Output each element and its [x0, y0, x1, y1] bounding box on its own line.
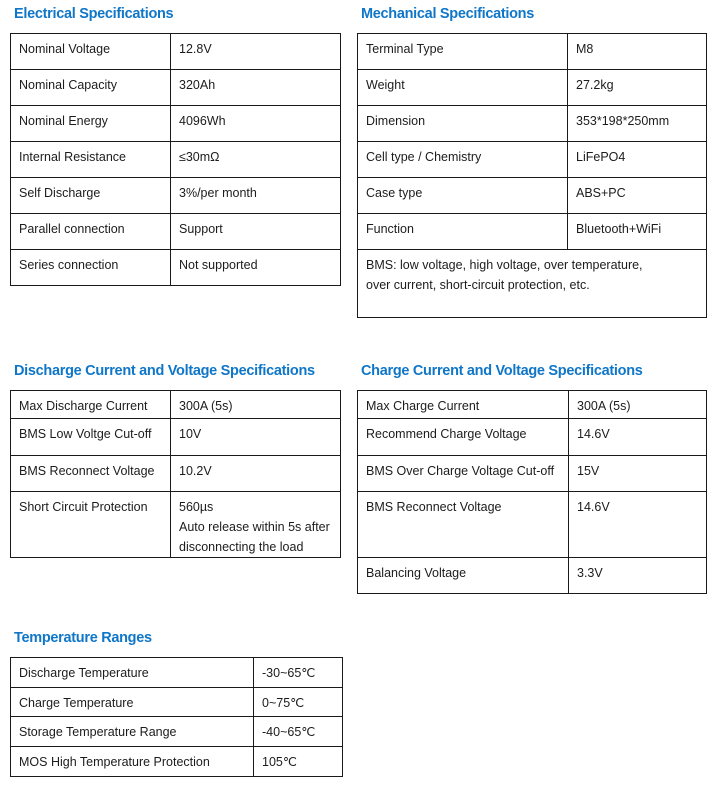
spec-value-cell: -40~65℃: [253, 716, 343, 747]
table-row: Short Circuit Protection 560µs Auto rele…: [10, 491, 341, 558]
spec-value-cell: 27.2kg: [567, 69, 707, 106]
table-row: Discharge Temperature -30~65℃: [10, 657, 343, 688]
table-row: Nominal Voltage 12.8V: [10, 33, 341, 70]
spec-value-cell: 320Ah: [170, 69, 341, 106]
spec-label-cell: Terminal Type: [357, 33, 568, 70]
spec-label-cell: BMS Low Voltge Cut-off: [10, 418, 171, 456]
table-row: Storage Temperature Range -40~65℃: [10, 716, 343, 747]
table-row: Terminal Type M8: [357, 33, 707, 70]
spec-label-cell: Self Discharge: [10, 177, 171, 214]
spec-value-cell: 560µs Auto release within 5s after disco…: [170, 491, 341, 558]
spec-label-cell: MOS High Temperature Protection: [10, 746, 254, 777]
electrical-spec-table: Nominal Voltage 12.8V Nominal Capacity 3…: [10, 33, 341, 286]
table-row: Function Bluetooth+WiFi: [357, 213, 707, 250]
spec-value-cell: -30~65℃: [253, 657, 343, 688]
section-discharge: Discharge Current and Voltage Specificat…: [10, 362, 341, 558]
spec-label-cell: Series connection: [10, 249, 171, 286]
section-title-mechanical: Mechanical Specifications: [361, 6, 535, 22]
table-row: Nominal Energy 4096Wh: [10, 105, 341, 142]
spec-value-cell: 15V: [568, 455, 707, 492]
table-row: Dimension 353*198*250mm: [357, 105, 707, 142]
spec-label-cell: Charge Temperature: [10, 687, 254, 717]
charge-spec-table: Max Charge Current 300A (5s) Recommend C…: [357, 390, 707, 594]
table-row-bms-note: BMS: low voltage, high voltage, over tem…: [357, 249, 707, 318]
table-row: Max Charge Current 300A (5s): [357, 390, 707, 419]
spec-value-cell: Bluetooth+WiFi: [567, 213, 707, 250]
spec-label-cell: Cell type / Chemistry: [357, 141, 568, 178]
table-row: Nominal Capacity 320Ah: [10, 69, 341, 106]
table-row: MOS High Temperature Protection 105℃: [10, 746, 343, 777]
spec-value-cell: 300A (5s): [170, 390, 341, 419]
spec-value-cell: ≤30mΩ: [170, 141, 341, 178]
table-row: Internal Resistance ≤30mΩ: [10, 141, 341, 178]
spec-label-cell: Weight: [357, 69, 568, 106]
section-mechanical: Mechanical Specifications Terminal Type …: [357, 5, 707, 318]
spec-label-cell: Case type: [357, 177, 568, 214]
spec-value-cell: 14.6V: [568, 418, 707, 456]
table-row: Weight 27.2kg: [357, 69, 707, 106]
spec-label-cell: Dimension: [357, 105, 568, 142]
spec-value-cell: 353*198*250mm: [567, 105, 707, 142]
spec-label-cell: Balancing Voltage: [357, 557, 569, 594]
table-row: Charge Temperature 0~75℃: [10, 687, 343, 717]
spec-value-cell: 14.6V: [568, 491, 707, 558]
spec-value-cell: 12.8V: [170, 33, 341, 70]
spec-label-cell: Nominal Voltage: [10, 33, 171, 70]
spec-value-cell: 105℃: [253, 746, 343, 777]
section-electrical: Electrical Specifications Nominal Voltag…: [10, 5, 341, 286]
discharge-spec-table: Max Discharge Current 300A (5s) BMS Low …: [10, 390, 341, 558]
spec-label-cell: Nominal Capacity: [10, 69, 171, 106]
spec-value-cell: 300A (5s): [568, 390, 707, 419]
spec-value-cell: 10V: [170, 418, 341, 456]
bms-protection-note: BMS: low voltage, high voltage, over tem…: [357, 249, 707, 318]
table-row: Self Discharge 3%/per month: [10, 177, 341, 214]
table-row: Case type ABS+PC: [357, 177, 707, 214]
spec-value-cell: 10.2V: [170, 455, 341, 492]
table-row: BMS Low Voltge Cut-off 10V: [10, 418, 341, 456]
spec-value-cell: 4096Wh: [170, 105, 341, 142]
spec-value-cell: Support: [170, 213, 341, 250]
spec-label-cell: BMS Over Charge Voltage Cut-off: [357, 455, 569, 492]
table-row: Series connection Not supported: [10, 249, 341, 286]
spec-value-cell: Not supported: [170, 249, 341, 286]
spec-value-cell: 0~75℃: [253, 687, 343, 717]
spec-label-cell: BMS Reconnect Voltage: [10, 455, 171, 492]
table-row: Parallel connection Support: [10, 213, 341, 250]
spec-label-cell: Function: [357, 213, 568, 250]
table-row: BMS Reconnect Voltage 10.2V: [10, 455, 341, 492]
section-title-electrical: Electrical Specifications: [14, 6, 174, 22]
spec-value-cell: 3.3V: [568, 557, 707, 594]
spec-value-cell: M8: [567, 33, 707, 70]
spec-label-cell: Parallel connection: [10, 213, 171, 250]
table-row: BMS Reconnect Voltage 14.6V: [357, 491, 707, 558]
section-charge: Charge Current and Voltage Specification…: [357, 362, 707, 594]
spec-label-cell: Max Discharge Current: [10, 390, 171, 419]
section-title-discharge: Discharge Current and Voltage Specificat…: [14, 363, 315, 379]
spec-label-cell: Max Charge Current: [357, 390, 569, 419]
section-title-temperature: Temperature Ranges: [14, 630, 152, 646]
spec-label-cell: Short Circuit Protection: [10, 491, 171, 558]
spec-label-cell: Internal Resistance: [10, 141, 171, 178]
table-row: Balancing Voltage 3.3V: [357, 557, 707, 594]
spec-value-cell: ABS+PC: [567, 177, 707, 214]
spec-label-cell: Discharge Temperature: [10, 657, 254, 688]
temperature-spec-table: Discharge Temperature -30~65℃ Charge Tem…: [10, 657, 343, 777]
table-row: BMS Over Charge Voltage Cut-off 15V: [357, 455, 707, 492]
section-title-charge: Charge Current and Voltage Specification…: [361, 363, 643, 379]
section-temperature: Temperature Ranges Discharge Temperature…: [10, 629, 343, 777]
spec-label-cell: BMS Reconnect Voltage: [357, 491, 569, 558]
table-row: Max Discharge Current 300A (5s): [10, 390, 341, 419]
spec-value-cell: 3%/per month: [170, 177, 341, 214]
table-row: Cell type / Chemistry LiFePO4: [357, 141, 707, 178]
mechanical-spec-table: Terminal Type M8 Weight 27.2kg Dimension…: [357, 33, 707, 318]
spec-label-cell: Nominal Energy: [10, 105, 171, 142]
spec-value-cell: LiFePO4: [567, 141, 707, 178]
spec-label-cell: Recommend Charge Voltage: [357, 418, 569, 456]
table-row: Recommend Charge Voltage 14.6V: [357, 418, 707, 456]
spec-label-cell: Storage Temperature Range: [10, 716, 254, 747]
